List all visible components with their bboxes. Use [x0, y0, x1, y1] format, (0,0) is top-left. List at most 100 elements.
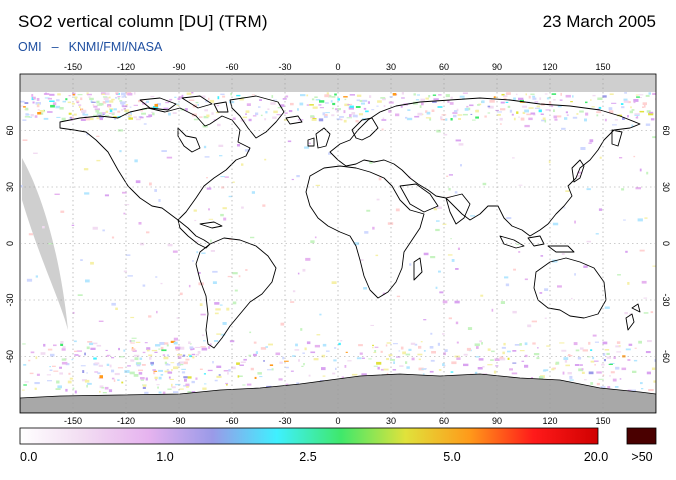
arctic-noise-pixel: [417, 112, 423, 116]
arctic-noise-pixel: [67, 101, 72, 104]
arctic-noise-pixel: [22, 119, 27, 121]
arctic-noise-pixel: [319, 107, 324, 109]
antarctic-noise-pixel: [240, 361, 246, 363]
signal-pixel: [173, 337, 178, 341]
arctic-noise-pixel: [440, 116, 443, 119]
arctic-noise-pixel: [426, 111, 431, 115]
antarctic-noise-pixel: [119, 356, 125, 358]
antarctic-noise-pixel: [86, 346, 90, 350]
antarctic-noise-pixel: [185, 383, 190, 387]
antarctic-noise-pixel: [179, 346, 185, 350]
signal-pixel: [111, 302, 116, 306]
antarctic-noise-pixel: [292, 355, 296, 357]
antarctic-noise-pixel: [581, 371, 585, 374]
arctic-noise-pixel: [284, 112, 288, 114]
signal-pixel: [512, 310, 517, 314]
lat-tick-label-right: -30: [661, 293, 671, 306]
lon-tick-label-top: 30: [386, 62, 396, 72]
arctic-noise-pixel: [323, 115, 328, 118]
arctic-noise-pixel: [128, 114, 132, 117]
signal-pixel: [305, 257, 311, 261]
arctic-noise-pixel: [513, 117, 516, 121]
signal-pixel: [48, 243, 54, 245]
arctic-noise-pixel: [176, 103, 180, 106]
antarctic-noise-pixel: [203, 340, 206, 342]
antarctic-noise-pixel: [131, 348, 136, 351]
antarctic-noise-pixel: [199, 368, 203, 370]
signal-pixel: [328, 152, 332, 155]
signal-pixel: [565, 190, 570, 192]
arctic-noise-pixel: [522, 111, 526, 114]
arctic-noise-pixel: [487, 112, 491, 114]
antarctic-noise-pixel: [594, 341, 599, 343]
arctic-noise-pixel: [414, 115, 420, 118]
signal-pixel: [524, 278, 528, 281]
lon-tick-label-bottom: 150: [595, 416, 610, 426]
arctic-noise-pixel: [388, 101, 394, 104]
arctic-noise-pixel: [272, 116, 277, 119]
antarctic-noise-pixel: [584, 379, 587, 381]
arctic-noise-pixel: [608, 110, 614, 114]
antarctic-noise-pixel: [86, 372, 88, 374]
antarctic-noise-pixel: [94, 371, 99, 373]
arctic-noise-pixel: [30, 114, 34, 117]
arctic-noise-pixel: [325, 112, 330, 114]
signal-pixel: [119, 150, 122, 153]
arctic-noise-pixel: [34, 115, 38, 118]
arctic-noise-pixel: [118, 97, 120, 100]
antarctic-noise-pixel: [30, 351, 35, 354]
antarctic-noise-pixel: [46, 374, 51, 376]
antarctic-noise-pixel: [59, 372, 63, 375]
arctic-noise-pixel: [623, 98, 628, 101]
signal-pixel: [126, 254, 131, 256]
signal-pixel: [531, 320, 537, 323]
antarctic-noise-pixel: [158, 348, 161, 350]
arctic-noise-pixel: [382, 98, 386, 101]
signal-pixel: [451, 259, 455, 262]
arctic-noise-pixel: [609, 93, 614, 95]
antarctic-noise-pixel: [402, 351, 406, 355]
arctic-noise-pixel: [340, 118, 343, 121]
lat-tick-label-left: 60: [5, 125, 15, 135]
antarctic-noise-pixel: [171, 383, 173, 387]
arctic-noise-pixel: [83, 113, 89, 116]
antarctic-noise-pixel: [313, 358, 319, 361]
signal-pixel: [302, 268, 306, 272]
antarctic-noise-pixel: [259, 376, 263, 378]
antarctic-noise-pixel: [208, 346, 211, 349]
antarctic-noise-pixel: [275, 352, 281, 356]
antarctic-noise-pixel: [195, 346, 201, 348]
antarctic-noise-pixel: [418, 345, 422, 349]
arctic-noise-pixel: [425, 110, 428, 113]
antarctic-noise-pixel: [190, 343, 192, 345]
arctic-noise-pixel: [113, 116, 117, 118]
signal-pixel: [443, 133, 448, 136]
antarctic-noise-pixel: [456, 341, 459, 344]
arctic-noise-pixel: [472, 119, 476, 121]
arctic-noise-pixel: [627, 101, 631, 104]
arctic-noise-pixel: [216, 105, 220, 107]
antarctic-noise-pixel: [388, 354, 393, 357]
signal-pixel: [215, 308, 221, 311]
antarctic-noise-pixel: [269, 364, 274, 366]
antarctic-noise-pixel: [344, 365, 347, 368]
antarctic-noise-pixel: [625, 348, 631, 351]
signal-pixel: [131, 337, 137, 339]
antarctic-noise-pixel: [134, 357, 139, 361]
arctic-noise-pixel: [111, 113, 115, 116]
arctic-noise-pixel: [400, 105, 403, 108]
arctic-noise-pixel: [255, 112, 259, 116]
arctic-noise-pixel: [115, 92, 119, 95]
signal-pixel: [369, 160, 373, 164]
antarctic-noise-pixel: [140, 377, 145, 380]
antarctic-noise-pixel: [627, 389, 632, 391]
arctic-noise-pixel: [50, 104, 55, 108]
signal-pixel: [194, 219, 197, 222]
signal-pixel: [552, 222, 559, 226]
arctic-noise-pixel: [526, 113, 531, 116]
arctic-noise-pixel: [545, 109, 551, 111]
arctic-noise-pixel: [477, 104, 480, 106]
antarctic-noise-pixel: [78, 355, 81, 357]
arctic-noise-pixel: [362, 99, 368, 102]
lon-tick-label-top: -90: [172, 62, 185, 72]
